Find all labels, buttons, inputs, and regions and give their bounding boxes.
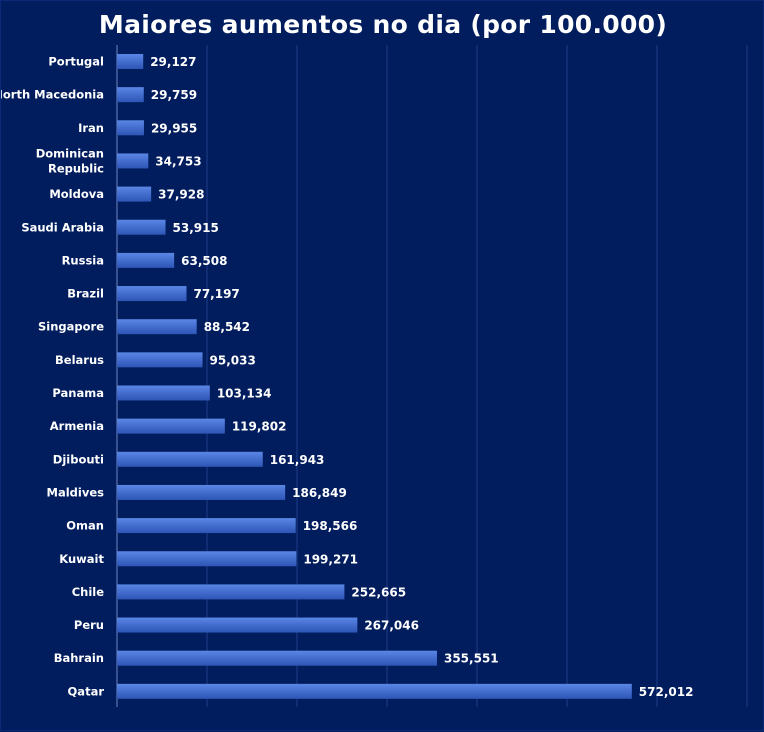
gridlines [206,45,748,707]
bar-row: Peru 267,046 [74,617,419,633]
value-label: 37,928 [158,188,204,202]
bar-row: Maldives 186,849 [47,484,347,500]
bar [117,352,203,368]
value-label: 161,943 [270,453,325,467]
bar-row: Singapore 88,542 [38,319,250,335]
value-label: 199,271 [303,552,358,566]
value-label: 29,955 [151,121,197,135]
bar [117,153,149,169]
bar [117,518,296,534]
bar [117,650,437,666]
category-label: Iran [78,121,104,135]
bar-row: Armenia 119,802 [50,418,287,434]
value-label: 29,127 [150,55,196,69]
value-label: 29,759 [151,88,197,102]
bar [117,54,144,69]
bar-row: Russia 63,508 [62,252,227,268]
bar [117,319,197,335]
bar [117,87,144,103]
bar-row: Belarus 95,033 [55,352,256,368]
bar-row: Saudi Arabia 53,915 [21,219,219,235]
category-label: Moldova [49,187,104,201]
bar [117,252,175,268]
bar-row: Moldova 37,928 [49,186,204,202]
bar [117,584,345,600]
category-label: Belarus [55,353,104,367]
value-label: 63,508 [181,254,227,268]
value-label: 119,802 [232,420,287,434]
bar [117,683,632,699]
category-label: Chile [72,585,105,599]
value-label: 186,849 [292,486,347,500]
value-label: 34,753 [155,154,201,168]
bar-row: Qatar 572,012 [68,683,694,699]
category-label: Dominican Republic [36,146,104,175]
category-label: Qatar [68,684,105,698]
category-label: Brazil [67,287,104,301]
bar [117,186,152,202]
category-label: Singapore [38,320,104,334]
bar [117,484,286,500]
category-label: Bahrain [54,651,104,665]
bar-row: Kuwait 199,271 [59,551,358,567]
bar [117,120,144,136]
value-label: 198,566 [303,519,358,533]
category-label: North Macedonia [1,88,104,102]
bar-row: Brazil 77,197 [67,286,240,302]
value-label: 267,046 [364,619,419,633]
bar-row: Djibouti 161,943 [53,451,325,467]
category-label: Peru [74,618,104,632]
category-label: Portugal [48,55,104,69]
category-label: Maldives [47,485,105,499]
bar-row: Bahrain 355,551 [54,650,499,666]
bar-row: Portugal 29,127 [48,54,197,69]
category-label: Saudi Arabia [21,220,104,234]
category-label: Panama [52,386,104,400]
bar-row: Oman 198,566 [66,518,358,534]
value-label: 77,197 [193,287,239,301]
chart-title: Maiores aumentos no dia (por 100.000) [98,10,668,39]
value-label: 252,665 [351,585,406,599]
value-label: 53,915 [173,221,219,235]
value-label: 88,542 [204,320,250,334]
bar [117,418,225,434]
bar [117,219,166,235]
bar-row: Iran 29,955 [78,120,197,136]
category-label: Oman [66,519,104,533]
category-label: Russia [62,253,104,267]
category-label: Djibouti [53,452,104,466]
value-label: 95,033 [210,353,256,367]
bar [117,551,297,567]
value-label: 355,551 [444,652,499,666]
category-label: Armenia [50,419,104,433]
category-label: Kuwait [59,552,104,566]
bar [117,385,210,401]
value-label: 103,134 [217,387,272,401]
bar [117,451,263,467]
bar-row: Dominican Republic 34,753 [36,146,202,175]
bar-row: North Macedonia 29,759 [1,87,197,103]
bar [117,286,187,302]
bar-row: Panama 103,134 [52,385,272,401]
bar-row: Chile 252,665 [72,584,406,600]
bar [117,617,358,633]
value-label: 572,012 [639,685,694,699]
